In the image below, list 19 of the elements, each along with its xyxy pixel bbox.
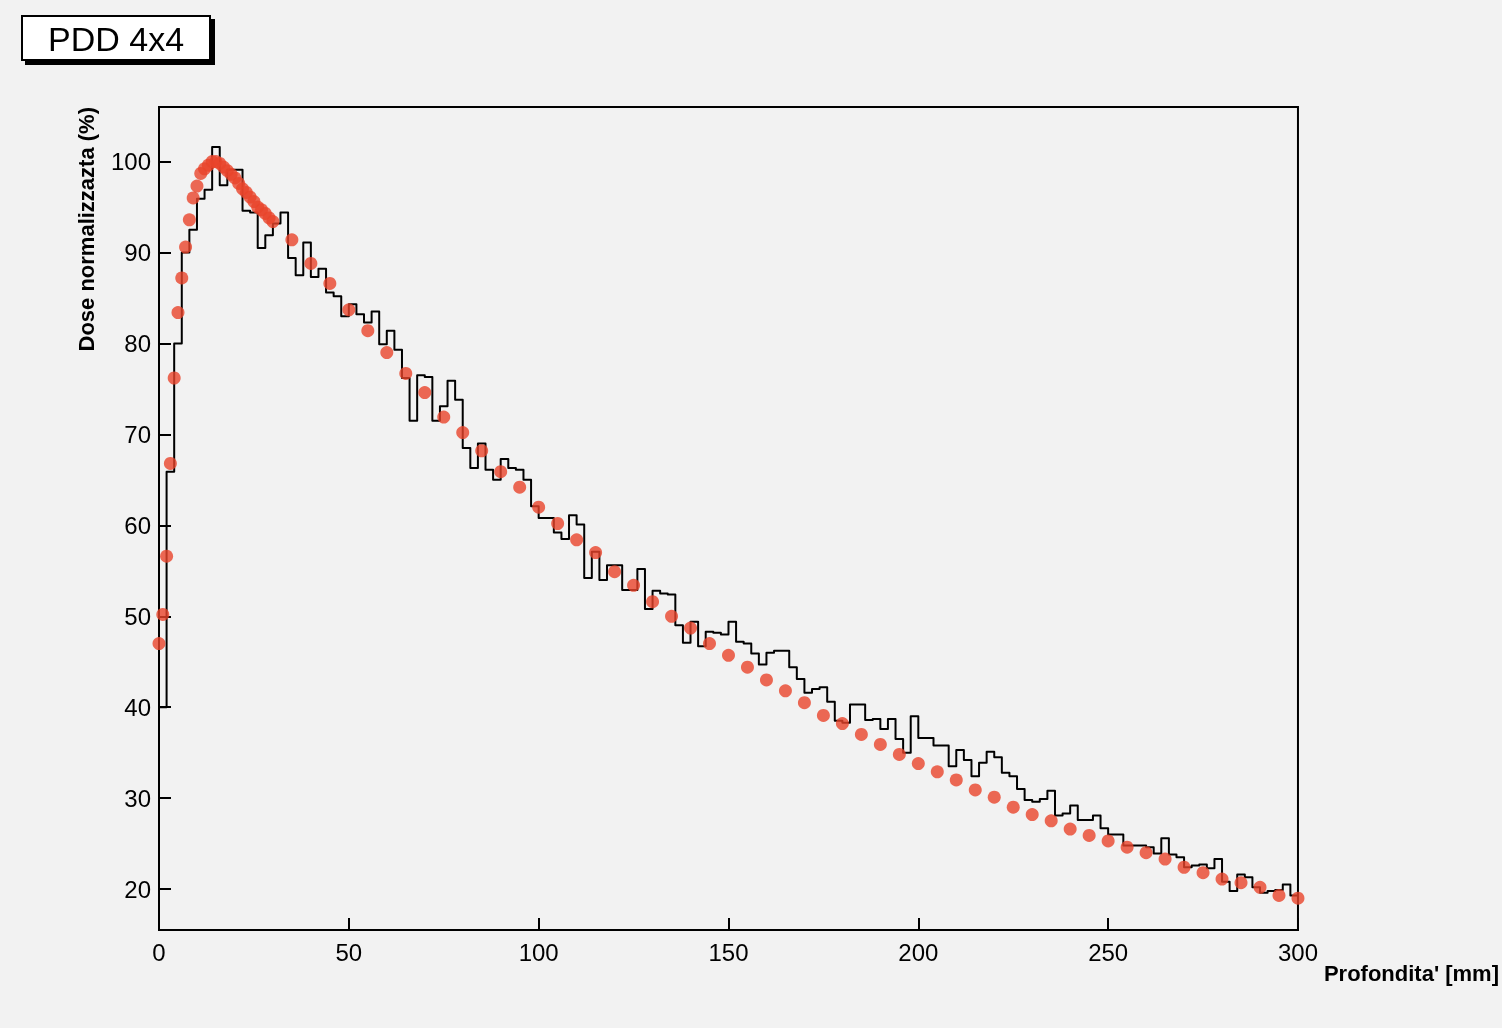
x-tick-label: 250: [1088, 938, 1129, 966]
y-tick-label: 40: [124, 693, 151, 721]
y-tick-label: 100: [110, 148, 151, 176]
y-tick-label: 60: [124, 511, 151, 539]
y-tick-label: 90: [124, 239, 151, 266]
y-tick-label: 20: [124, 875, 151, 903]
y-axis-title: Dose normalizzazta (%): [73, 107, 99, 352]
y-tick-label: 30: [124, 784, 151, 812]
y-tick-label: 80: [124, 329, 151, 357]
x-tick-label: 0: [152, 938, 166, 966]
x-tick-label: 200: [898, 938, 939, 966]
y-tick-label: 70: [124, 420, 151, 448]
x-tick-label: 50: [335, 938, 363, 966]
x-tick-label: 300: [1277, 938, 1318, 966]
x-tick-label: 100: [518, 938, 559, 966]
chart-title: PDD 4x4: [48, 20, 185, 58]
x-tick-label: 150: [708, 938, 749, 966]
x-axis-title: Profondita' [mm]: [1323, 960, 1499, 986]
y-tick-label: 50: [124, 602, 151, 630]
